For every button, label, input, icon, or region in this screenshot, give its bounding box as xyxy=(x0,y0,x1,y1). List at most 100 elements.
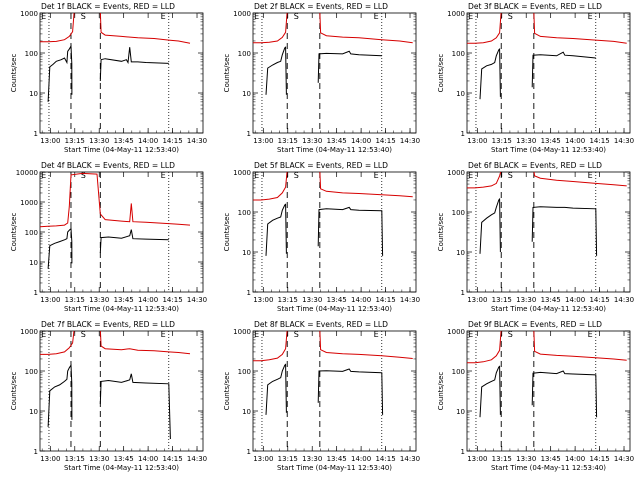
x-tick-label: 13:45 xyxy=(327,455,347,463)
x-tick-label: 13:15 xyxy=(65,455,85,463)
y-tick-label: 1 xyxy=(34,289,38,297)
panel-det-9: Det 9f BLACK = Events, RED = LLD 1 10 100 10… xyxy=(437,320,634,472)
marker-label-e2: E xyxy=(374,171,379,180)
marker-label-e2: E xyxy=(588,171,593,180)
events-series-black-after xyxy=(317,50,382,83)
x-tick-label: 13:45 xyxy=(114,455,134,463)
panel-title: Det 4f BLACK = Events, RED = LLD xyxy=(41,161,175,170)
x-tick-label: 13:00 xyxy=(40,455,60,463)
x-axis-label: Start Time (04-May-11 12:53:40) xyxy=(277,464,392,472)
y-tick-label: 100 xyxy=(25,50,38,58)
marker-label-s: S xyxy=(294,12,299,21)
y-axis-label: Counts/sec xyxy=(437,213,445,252)
x-tick-label: 14:15 xyxy=(162,455,182,463)
x-tick-label: 13:00 xyxy=(253,296,273,304)
x-tick-label: 14:00 xyxy=(565,137,585,145)
x-tick-label: 14:15 xyxy=(375,455,395,463)
y-tick-label: 10000 xyxy=(16,169,38,177)
y-axis-label: Counts/sec xyxy=(223,213,231,252)
lld-series-red xyxy=(467,331,627,364)
x-tick-label: 13:15 xyxy=(278,137,298,145)
y-tick-label: 1000 xyxy=(233,328,251,336)
x-tick-label: 13:45 xyxy=(541,455,561,463)
events-series-black xyxy=(265,46,287,95)
axis-box xyxy=(252,171,417,293)
x-tick-label: 13:30 xyxy=(516,296,536,304)
x-tick-label: 13:30 xyxy=(89,296,109,304)
marker-label-e2: E xyxy=(161,12,166,21)
x-tick-label: 13:15 xyxy=(492,137,512,145)
events-series-black xyxy=(479,48,501,100)
events-series-black xyxy=(47,363,73,427)
events-series-black-after xyxy=(317,206,384,256)
axis-box xyxy=(39,171,204,293)
x-tick-label: 13:15 xyxy=(65,137,85,145)
events-series-black-after xyxy=(99,229,169,254)
axis-box xyxy=(466,171,631,293)
x-tick-label: 14:00 xyxy=(565,455,585,463)
axis-box xyxy=(39,12,204,134)
x-tick-label: 14:00 xyxy=(351,455,371,463)
axis-box xyxy=(466,12,631,134)
x-tick-label: 13:30 xyxy=(89,455,109,463)
y-tick-label: 1000 xyxy=(447,10,465,18)
panel-title: Det 2f BLACK = Events, RED = LLD xyxy=(254,2,388,11)
x-tick-label: 14:15 xyxy=(162,137,182,145)
x-tick-label: 14:00 xyxy=(351,296,371,304)
y-tick-label: 1 xyxy=(247,448,251,456)
x-tick-label: 14:15 xyxy=(589,455,609,463)
marker-label-e2: E xyxy=(161,171,166,180)
y-axis-label: Counts/sec xyxy=(10,54,18,93)
panel-det-1: Det 1f BLACK = Events, RED = LLD 1 10 100 10… xyxy=(10,2,207,154)
marker-label-s: S xyxy=(508,12,513,21)
x-tick-label: 14:00 xyxy=(138,296,158,304)
x-tick-label: 14:30 xyxy=(187,455,207,463)
marker-label-s: S xyxy=(508,171,513,180)
marker-label-e2: E xyxy=(588,330,593,339)
events-series-black-after xyxy=(99,47,169,82)
axis-box xyxy=(39,330,204,452)
events-series-black-after xyxy=(317,368,384,415)
events-series-black-after xyxy=(99,373,171,440)
lld-series-red xyxy=(467,172,627,189)
panel-det-4: Det 4f BLACK = Events, RED = LLD 1 10 100 10… xyxy=(10,161,207,313)
x-tick-label: 14:30 xyxy=(187,137,207,145)
x-tick-label: 14:15 xyxy=(375,137,395,145)
panel-title: Det 7f BLACK = Events, RED = LLD xyxy=(41,320,175,329)
events-series-black xyxy=(479,365,501,418)
panel-title: Det 3f BLACK = Events, RED = LLD xyxy=(468,2,602,11)
panel-det-2: Det 2f BLACK = Events, RED = LLD 1 10 100 10… xyxy=(223,2,420,154)
events-series-black xyxy=(265,203,287,256)
panel-det-5: Det 5f BLACK = Events, RED = LLD 1 10 100 10… xyxy=(223,161,420,313)
y-tick-label: 100 xyxy=(238,209,251,217)
marker-label-e: E xyxy=(254,171,259,180)
x-tick-label: 14:00 xyxy=(351,137,371,145)
y-tick-label: 100 xyxy=(452,209,465,217)
events-series-black-after xyxy=(531,51,596,88)
marker-label-s: S xyxy=(81,330,86,339)
y-tick-label: 1 xyxy=(247,130,251,138)
x-tick-label: 13:00 xyxy=(467,455,487,463)
y-axis-label: Counts/sec xyxy=(223,54,231,93)
y-tick-label: 10 xyxy=(29,90,38,98)
x-tick-label: 13:15 xyxy=(278,455,298,463)
x-tick-label: 13:15 xyxy=(492,296,512,304)
panel-title: Det 8f BLACK = Events, RED = LLD xyxy=(254,320,388,329)
lld-series-red xyxy=(467,13,627,44)
x-tick-label: 13:15 xyxy=(278,296,298,304)
marker-label-s: S xyxy=(508,330,513,339)
x-tick-label: 13:00 xyxy=(467,137,487,145)
y-tick-label: 1000 xyxy=(20,328,38,336)
y-tick-label: 1 xyxy=(461,448,465,456)
x-axis-label: Start Time (04-May-11 12:53:40) xyxy=(491,146,606,154)
x-tick-label: 14:15 xyxy=(162,296,182,304)
x-tick-label: 14:30 xyxy=(400,296,420,304)
y-tick-label: 100 xyxy=(238,50,251,58)
marker-label-e: E xyxy=(41,12,46,21)
y-axis-label: Counts/sec xyxy=(10,213,18,252)
x-tick-label: 14:15 xyxy=(589,296,609,304)
x-axis-label: Start Time (04-May-11 12:53:40) xyxy=(277,305,392,313)
x-axis-label: Start Time (04-May-11 12:53:40) xyxy=(64,464,179,472)
